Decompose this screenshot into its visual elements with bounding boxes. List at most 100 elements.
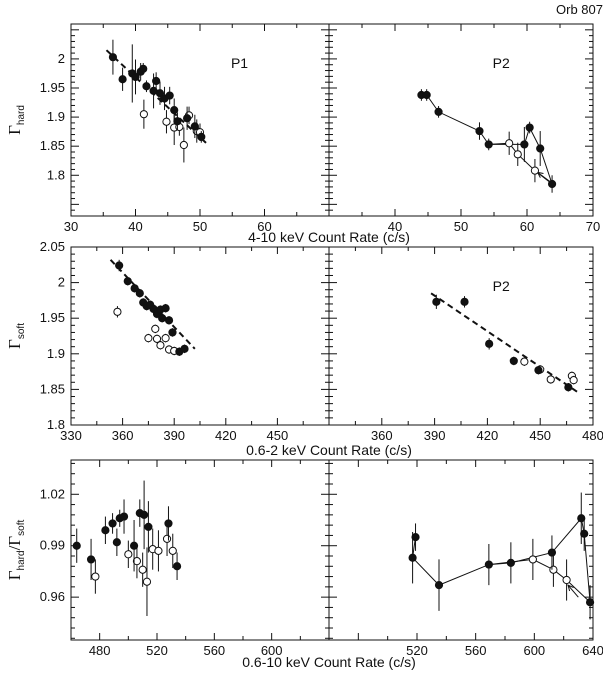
data-point-filled	[140, 510, 149, 519]
data-point-filled	[580, 529, 589, 538]
data-point-filled	[475, 126, 484, 136]
data-point-filled	[165, 91, 174, 100]
panel-frame	[70, 459, 330, 641]
data-point-filled	[408, 553, 417, 562]
data-point-filled	[585, 598, 595, 607]
y-axis-subscript: hard	[16, 105, 27, 125]
data-point-filled	[485, 339, 494, 348]
panel-label: P2	[493, 55, 510, 71]
data-point-open	[162, 117, 171, 126]
data-point-filled	[547, 548, 557, 557]
panel-3-1: 480 520 560 600 1.02 0.99 0.96	[40, 459, 337, 658]
data-point-filled	[139, 64, 148, 73]
y-tick-label: 0.99	[40, 538, 65, 553]
data-point-open	[513, 150, 522, 159]
data-point-filled	[411, 533, 420, 542]
data-point-filled	[115, 261, 124, 270]
x-tick-label: 360	[371, 428, 393, 443]
data-point-filled	[183, 114, 192, 123]
data-point-open	[152, 334, 162, 343]
panel-3-2: 520 560 600 640	[328, 459, 603, 658]
y-axis-slash: /Γ	[5, 536, 24, 551]
panel-label: P1	[231, 55, 248, 71]
data-point-filled	[130, 284, 139, 293]
data-point-filled	[72, 541, 81, 550]
x-tick-label: 420	[215, 428, 237, 443]
data-point-filled	[112, 538, 121, 547]
data-point-open	[549, 565, 558, 574]
y-axis-symbol: Γ	[5, 125, 24, 135]
data-point-open	[161, 334, 170, 343]
x-tick-label: 390	[163, 428, 185, 443]
y-tick-label: 1.02	[40, 486, 65, 501]
data-point-filled	[119, 512, 129, 521]
panel-frame	[328, 246, 594, 426]
x-tick-label: 480	[582, 428, 603, 443]
x-tick-label: 520	[406, 643, 428, 658]
x-tick-label: 480	[89, 643, 111, 658]
data-point-open	[530, 166, 540, 175]
data-point-filled	[460, 297, 469, 306]
data-point-filled	[123, 277, 132, 286]
data-point-filled	[484, 560, 493, 569]
data-point-open	[144, 334, 153, 343]
data-point-open	[139, 110, 148, 119]
chart-row-3: 480 520 560 600 1.02 0.99 0.96 520 560 600 640 0.6-…	[5, 459, 603, 670]
chart-rows: 30 40 50 60 2 1.95 1.9 1.85 1.8 P1 40 50 60 70 P2 4-10 …	[5, 23, 603, 670]
data-point-open	[154, 546, 163, 555]
data-point-filled	[180, 344, 189, 353]
data-point-filled	[506, 558, 515, 567]
orbit-label: Orb 807	[556, 2, 603, 17]
data-point-filled	[577, 514, 586, 523]
chart-row-2: 330 360 390 420 450 2.05 2 1.95 1.9 1.85 1.8 360 390…	[5, 239, 603, 458]
data-point-open	[168, 546, 177, 555]
y-tick-label: 2	[58, 275, 65, 290]
y-tick-label: 1.9	[47, 109, 65, 124]
y-axis-title: Γhard/Γsoft	[5, 520, 27, 581]
data-point-open	[132, 557, 142, 566]
data-point-filled	[155, 89, 165, 98]
data-point-open	[546, 375, 555, 384]
y-tick-label: 1.85	[40, 381, 65, 396]
x-tick-label: 560	[465, 643, 487, 658]
x-axis-title: 0.6-2 keV Count Rate (c/s)	[246, 442, 412, 458]
panel-1-2: 40 50 60 70 P2	[328, 23, 600, 234]
panel-frame	[70, 246, 330, 426]
x-tick-label: 330	[60, 428, 82, 443]
y-tick-label: 1.8	[47, 417, 65, 432]
x-tick-label: 50	[454, 219, 468, 234]
y-axis-subscript: hard	[16, 550, 27, 570]
panel-2-1: 330 360 390 420 450 2.05 2 1.95 1.9 1.85 1.8	[40, 239, 337, 443]
data-point-open	[520, 357, 529, 366]
panel-1-1: 30 40 50 60 2 1.95 1.9 1.85 1.8 P1	[40, 23, 337, 234]
data-point-filled	[525, 123, 534, 132]
y-axis-symbol: Γ	[5, 570, 24, 580]
data-point-filled	[190, 122, 199, 131]
data-point-filled	[170, 106, 179, 115]
data-point-filled	[161, 304, 170, 313]
data-point-filled	[536, 144, 545, 153]
fit-line	[105, 49, 208, 145]
panel-frame	[328, 459, 594, 641]
x-tick-label: 520	[146, 643, 168, 658]
y-axis-symbol: Γ	[5, 339, 24, 349]
data-point-filled	[197, 132, 206, 141]
y-tick-label: 1.8	[47, 167, 65, 182]
data-point-filled	[101, 526, 110, 535]
data-point-filled	[131, 72, 140, 82]
arrow-shaft	[537, 171, 550, 182]
x-tick-label: 450	[267, 428, 289, 443]
arrow-head	[567, 584, 574, 592]
data-point-filled	[164, 316, 174, 325]
data-point-open	[179, 140, 188, 150]
y-tick-label: 2.05	[40, 239, 65, 254]
data-point-filled	[547, 179, 557, 189]
data-point-open	[151, 324, 160, 333]
data-point-filled	[432, 297, 441, 306]
track-open	[488, 558, 591, 603]
data-point-filled	[164, 519, 173, 528]
x-tick-label: 560	[203, 643, 225, 658]
x-tick-label: 50	[193, 219, 207, 234]
data-point-filled	[129, 541, 139, 550]
panel-2-2: 360 390 420 450 480 P2	[328, 246, 603, 443]
